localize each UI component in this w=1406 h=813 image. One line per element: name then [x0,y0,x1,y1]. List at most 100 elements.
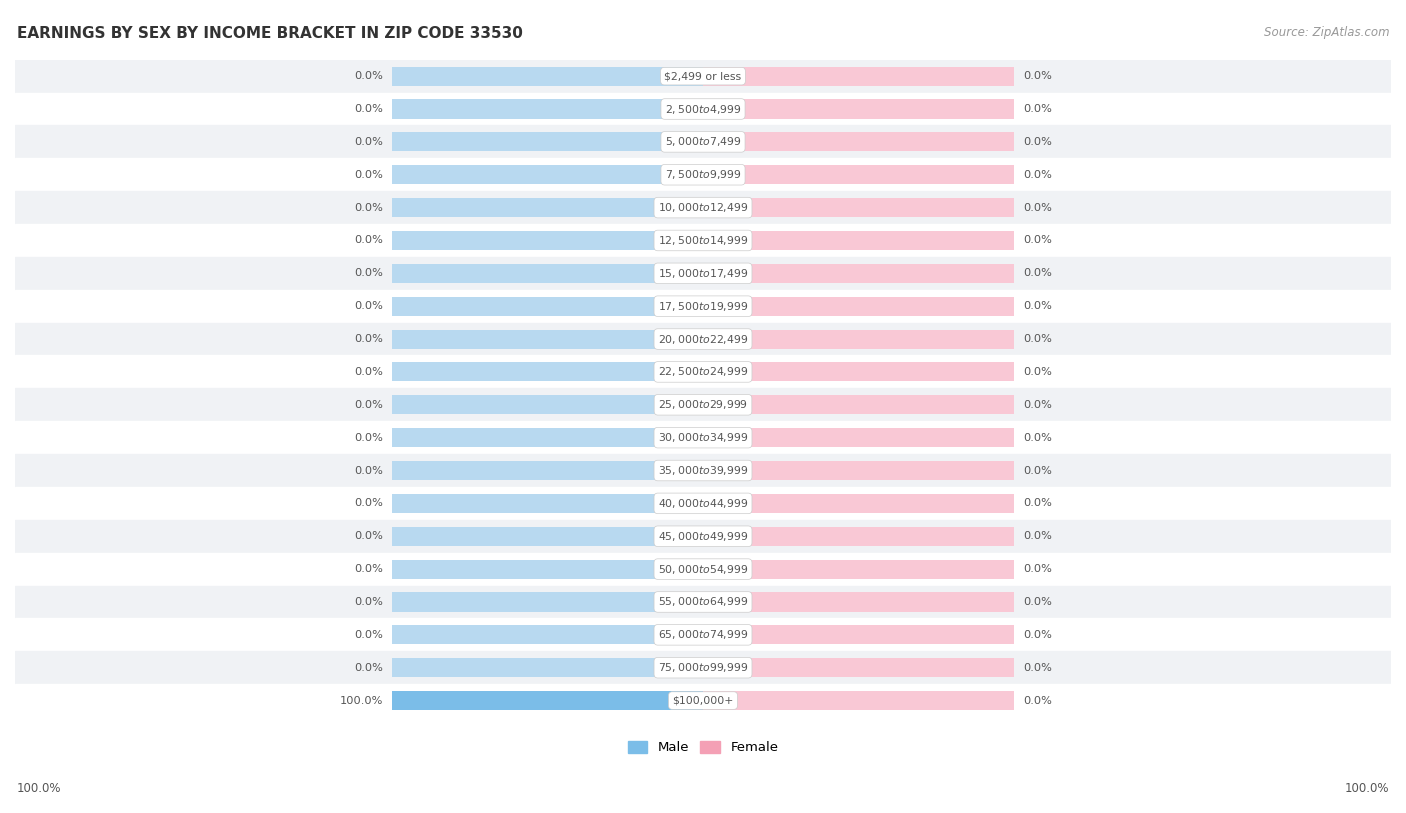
Bar [392,329,703,349]
Bar [703,593,1014,611]
Bar [392,625,703,645]
Text: EARNINGS BY SEX BY INCOME BRACKET IN ZIP CODE 33530: EARNINGS BY SEX BY INCOME BRACKET IN ZIP… [17,26,523,41]
Text: 0.0%: 0.0% [1024,367,1052,377]
Bar [392,133,703,151]
Text: 0.0%: 0.0% [1024,466,1052,476]
Text: $25,000 to $29,999: $25,000 to $29,999 [658,398,748,411]
Bar [392,691,703,710]
Text: 0.0%: 0.0% [1024,268,1052,278]
Text: 0.0%: 0.0% [354,104,382,114]
Text: $50,000 to $54,999: $50,000 to $54,999 [658,563,748,576]
Bar [703,659,1014,677]
Text: $10,000 to $12,499: $10,000 to $12,499 [658,201,748,214]
Bar [392,297,703,315]
Bar [703,493,1014,513]
Text: 0.0%: 0.0% [354,72,382,81]
Bar [703,461,1014,480]
Text: $45,000 to $49,999: $45,000 to $49,999 [658,530,748,543]
Text: $40,000 to $44,999: $40,000 to $44,999 [658,497,748,510]
Bar [392,593,703,611]
Bar [703,691,1014,710]
Text: $12,500 to $14,999: $12,500 to $14,999 [658,234,748,247]
Bar [392,395,703,415]
Text: 0.0%: 0.0% [1024,433,1052,442]
Bar [15,553,1391,585]
Text: 0.0%: 0.0% [354,367,382,377]
Bar [392,493,703,513]
Bar [15,487,1391,520]
Bar [392,67,703,85]
Bar [703,559,1014,579]
Bar [703,99,1014,119]
Bar [392,363,703,381]
Text: 100.0%: 100.0% [340,696,382,706]
Text: 0.0%: 0.0% [1024,137,1052,147]
Text: 0.0%: 0.0% [354,334,382,344]
Bar [15,684,1391,717]
Bar [703,625,1014,645]
Bar [15,355,1391,389]
Bar [15,520,1391,553]
Text: 100.0%: 100.0% [17,782,62,795]
Bar [15,159,1391,191]
Bar [703,395,1014,415]
Bar [703,198,1014,217]
Text: $17,500 to $19,999: $17,500 to $19,999 [658,300,748,313]
Bar [703,363,1014,381]
Text: 100.0%: 100.0% [1344,782,1389,795]
Bar [392,263,703,283]
Text: 0.0%: 0.0% [1024,236,1052,246]
Text: $15,000 to $17,499: $15,000 to $17,499 [658,267,748,280]
Bar [15,93,1391,125]
Text: 0.0%: 0.0% [354,531,382,541]
Bar [703,428,1014,447]
Bar [392,198,703,217]
Text: $55,000 to $64,999: $55,000 to $64,999 [658,595,748,608]
Text: $35,000 to $39,999: $35,000 to $39,999 [658,464,748,477]
Text: 0.0%: 0.0% [354,498,382,508]
Text: 0.0%: 0.0% [354,597,382,607]
Bar [703,165,1014,185]
Text: 0.0%: 0.0% [354,268,382,278]
Bar [15,59,1391,93]
Bar [392,461,703,480]
Bar [15,454,1391,487]
Text: 0.0%: 0.0% [1024,400,1052,410]
Text: 0.0%: 0.0% [354,466,382,476]
Text: $2,500 to $4,999: $2,500 to $4,999 [665,102,741,115]
Bar [15,257,1391,289]
Text: 0.0%: 0.0% [1024,696,1052,706]
Text: 0.0%: 0.0% [1024,531,1052,541]
Text: $30,000 to $34,999: $30,000 to $34,999 [658,431,748,444]
Text: $65,000 to $74,999: $65,000 to $74,999 [658,628,748,641]
Text: 0.0%: 0.0% [1024,104,1052,114]
Text: 0.0%: 0.0% [354,170,382,180]
Bar [15,585,1391,619]
Bar [703,231,1014,250]
Bar [392,165,703,185]
Bar [15,323,1391,355]
Bar [703,527,1014,546]
Bar [703,297,1014,315]
Text: 0.0%: 0.0% [354,301,382,311]
Text: 0.0%: 0.0% [1024,597,1052,607]
Text: 0.0%: 0.0% [354,137,382,147]
Bar [15,191,1391,224]
Bar [15,125,1391,159]
Text: 0.0%: 0.0% [1024,72,1052,81]
Text: 0.0%: 0.0% [354,433,382,442]
Text: 0.0%: 0.0% [1024,301,1052,311]
Bar [392,99,703,119]
Bar [15,619,1391,651]
Text: $20,000 to $22,499: $20,000 to $22,499 [658,333,748,346]
Text: 0.0%: 0.0% [1024,630,1052,640]
Bar [392,527,703,546]
Text: 0.0%: 0.0% [1024,564,1052,574]
Text: $75,000 to $99,999: $75,000 to $99,999 [658,661,748,674]
Bar [392,659,703,677]
Text: 0.0%: 0.0% [354,663,382,672]
Bar [15,289,1391,323]
Text: 0.0%: 0.0% [354,236,382,246]
Bar [703,133,1014,151]
Text: $7,500 to $9,999: $7,500 to $9,999 [665,168,741,181]
